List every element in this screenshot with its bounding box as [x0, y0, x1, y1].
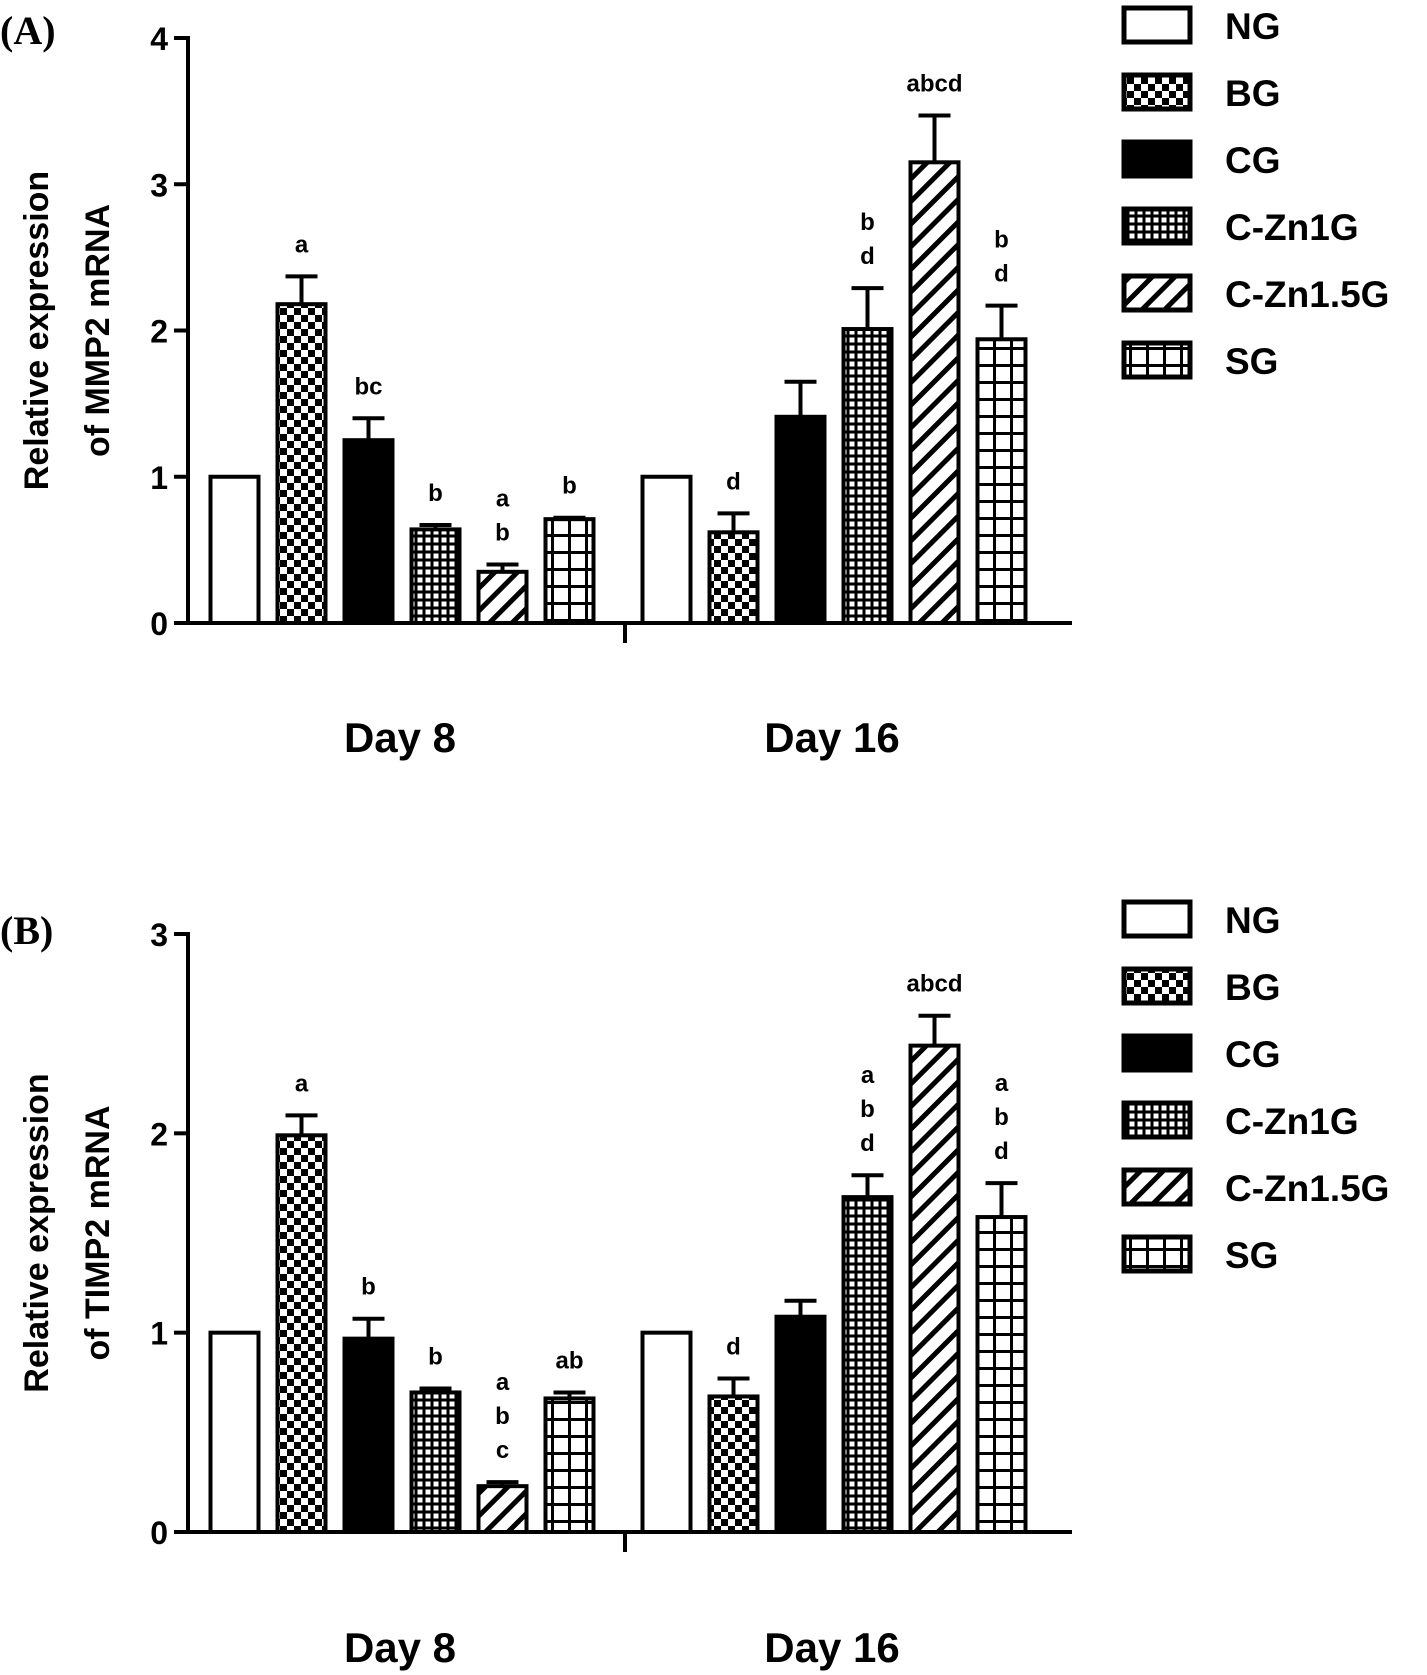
legend-label: BG	[1225, 967, 1281, 1008]
legend-swatch	[1121, 899, 1193, 939]
bar-cg-day8	[342, 438, 395, 625]
bar-c-zn15g-day16	[908, 1043, 961, 1535]
bar-c-zn15g-day8	[476, 1484, 529, 1534]
x-category-label: Day 16	[764, 1624, 899, 1671]
y-tick-label: 1	[150, 460, 168, 496]
significance-label: abcd	[906, 71, 962, 98]
legend-swatch	[1121, 139, 1193, 179]
x-category-label: Day 8	[344, 714, 456, 761]
y-axis-label: of TIMP2 mRNA	[79, 1106, 117, 1361]
bar-c-zn1g-day8	[409, 1390, 462, 1535]
bar-sg-day8	[543, 517, 596, 625]
significance-label: d	[860, 1130, 875, 1157]
significance-label: d	[860, 243, 875, 270]
legend: NG BG CG C-Zn1G C-Zn1.5G SG	[1121, 899, 1389, 1276]
y-axis-label: Relative expression	[18, 171, 56, 490]
legend-label: C-Zn1.5G	[1225, 274, 1389, 315]
legend-label: SG	[1225, 341, 1278, 382]
bar-bg-day16	[707, 1394, 760, 1535]
y-axis-label: of MMP2 mRNA	[79, 204, 117, 457]
significance-label: b	[860, 209, 875, 236]
y-tick-label: 2	[150, 1116, 168, 1152]
y-tick-label: 0	[150, 606, 168, 642]
bar-cg-day8	[342, 1336, 395, 1534]
panel-label: (B)	[0, 908, 53, 953]
bar-cg-day16	[774, 1314, 827, 1534]
significance-label: a	[496, 1369, 510, 1396]
legend-swatch	[1121, 1033, 1193, 1073]
legend-label: C-Zn1G	[1225, 207, 1359, 248]
y-tick-label: 3	[150, 167, 168, 203]
y-tick-label: 1	[150, 1316, 168, 1352]
significance-label: b	[562, 473, 577, 500]
legend-label: BG	[1225, 73, 1281, 114]
legend-label: C-Zn1G	[1225, 1101, 1359, 1142]
bar-cg-day16	[774, 414, 827, 625]
bar-sg-day8	[543, 1396, 596, 1534]
bar-c-zn1g-day16	[841, 1195, 894, 1534]
significance-label: b	[495, 520, 510, 547]
bar-bg-day8	[275, 1133, 328, 1534]
legend-swatch	[1121, 966, 1193, 1006]
legend-swatch	[1121, 206, 1193, 246]
x-category-label: Day 16	[764, 714, 899, 761]
y-axis-label: Relative expression	[18, 1073, 56, 1392]
legend-label: NG	[1225, 6, 1281, 47]
legend-swatch	[1121, 1100, 1193, 1140]
bar-c-zn1g-day8	[409, 527, 462, 626]
bar-sg-day16	[975, 1215, 1028, 1534]
significance-label: a	[295, 1070, 309, 1097]
significance-label: a	[995, 1070, 1009, 1097]
x-category-label: Day 8	[344, 1624, 456, 1671]
bar-ng-day8	[208, 1330, 261, 1534]
legend-label: CG	[1225, 1034, 1281, 1075]
legend-swatch	[1121, 1234, 1193, 1274]
legend-swatch	[1121, 340, 1193, 380]
legend: NG BG CG C-Zn1G C-Zn1.5G SG	[1121, 5, 1389, 382]
significance-label: b	[495, 1403, 510, 1430]
significance-label: d	[726, 468, 741, 495]
significance-label: b	[428, 480, 443, 507]
significance-label: d	[994, 261, 1009, 288]
significance-label: b	[428, 1343, 443, 1370]
significance-label: ab	[555, 1347, 583, 1374]
y-tick-label: 0	[150, 1515, 168, 1551]
significance-label: b	[860, 1096, 875, 1123]
y-tick-label: 4	[150, 21, 168, 57]
significance-label: b	[994, 1104, 1009, 1131]
bar-ng-day16	[640, 1330, 693, 1534]
bar-c-zn15g-day16	[908, 160, 961, 625]
y-tick-label: 2	[150, 314, 168, 350]
bar-ng-day8	[208, 474, 261, 625]
legend-label: SG	[1225, 1235, 1278, 1276]
legend-label: CG	[1225, 140, 1281, 181]
bar-bg-day16	[707, 530, 760, 626]
significance-label: a	[496, 486, 510, 513]
significance-label: d	[726, 1334, 741, 1361]
legend-swatch	[1121, 5, 1193, 45]
significance-label: a	[861, 1062, 875, 1089]
chart-panel-a: (A) Relative expression of MMP2 mRNA 0 1 2 3 4 D…	[0, 5, 1389, 761]
y-tick-label: 3	[150, 917, 168, 953]
significance-label: d	[994, 1138, 1009, 1165]
significance-label: a	[295, 231, 309, 258]
bar-c-zn1g-day16	[841, 327, 894, 625]
significance-label: bc	[354, 373, 382, 400]
chart-panel-b: (B) Relative expression of TIMP2 mRNA 0 1 2 3 D…	[0, 899, 1389, 1671]
panel-label: (A)	[0, 8, 56, 53]
bar-bg-day8	[275, 302, 328, 625]
legend-swatch	[1121, 72, 1193, 112]
legend-label: C-Zn1.5G	[1225, 1168, 1389, 1209]
bar-c-zn15g-day8	[476, 569, 529, 625]
significance-label: c	[496, 1437, 509, 1464]
significance-label: b	[361, 1274, 376, 1301]
legend-swatch	[1121, 273, 1193, 313]
legend-swatch	[1121, 1167, 1193, 1207]
significance-label: abcd	[906, 971, 962, 998]
legend-label: NG	[1225, 900, 1281, 941]
significance-label: b	[994, 227, 1009, 254]
bar-sg-day16	[975, 337, 1028, 625]
bar-ng-day16	[640, 474, 693, 625]
